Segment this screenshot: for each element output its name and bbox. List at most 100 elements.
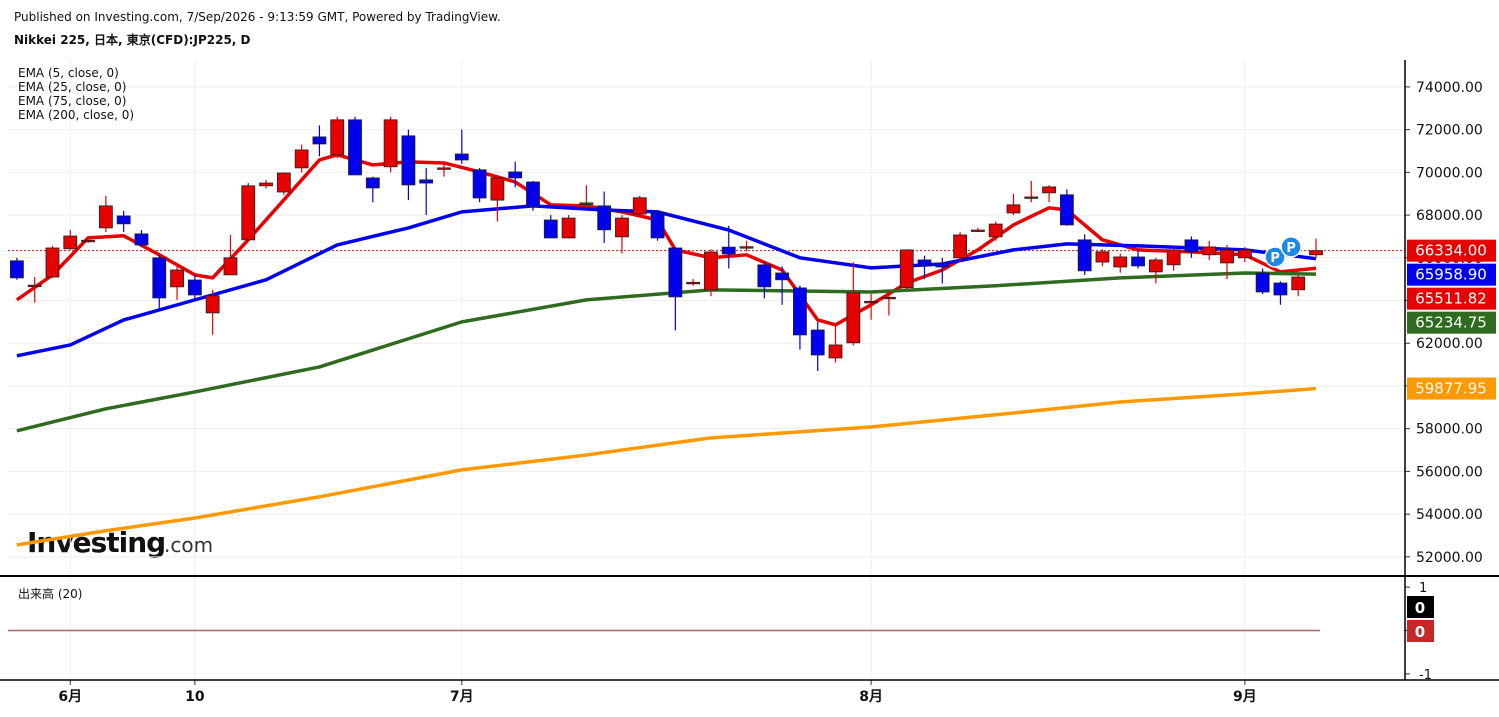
candle-body [917, 259, 932, 267]
candle-body [508, 171, 523, 179]
ema-line [16, 386, 1317, 547]
candle-body [134, 233, 149, 246]
price-label-box [1407, 287, 1496, 310]
candle-body [846, 292, 861, 344]
candle-body [1113, 256, 1128, 268]
price-label: 65958.90 [1415, 266, 1487, 284]
candle-body [348, 119, 362, 176]
symbol-title: Nikkei 225, 日本, 東京(CFD):JP225, D [14, 32, 251, 47]
y-tick-label: 54000.00 [1416, 507, 1483, 523]
price-label-box [1407, 311, 1496, 334]
candle-body [27, 284, 42, 288]
x-tick-label: 10 [185, 689, 205, 705]
candle-body [615, 217, 629, 238]
candle-body [935, 262, 950, 268]
legend-entry: EMA (25, close, 0) [18, 80, 126, 94]
candle-body [597, 205, 612, 231]
legend-entry: EMA (5, close, 0) [18, 66, 119, 80]
candle-body [454, 153, 469, 161]
candle-body [632, 197, 647, 215]
candle-body [81, 239, 95, 243]
candle-body [668, 247, 683, 298]
price-label-box [1407, 239, 1496, 262]
candle-body [1077, 239, 1092, 272]
candle-body [721, 246, 736, 255]
candle-body [223, 257, 238, 276]
candle-body [401, 135, 416, 186]
candle-body [63, 235, 78, 250]
candle-body [45, 247, 60, 278]
y-tick-label: 52000.00 [1416, 550, 1483, 566]
price-label-box [1407, 263, 1496, 286]
volume-label: 0 [1415, 599, 1425, 617]
annotation-label: P [1286, 241, 1296, 256]
candle-body [543, 219, 558, 239]
candle-body [1220, 249, 1234, 264]
candle-body [1237, 249, 1252, 259]
y-tick-label: 68000.00 [1416, 208, 1483, 224]
candle-body [383, 119, 398, 168]
y-tick-label: 58000.00 [1416, 422, 1483, 438]
candle-body [490, 177, 505, 201]
candle-body [775, 272, 790, 281]
candle-body [1202, 246, 1217, 256]
candle-body [793, 287, 807, 336]
candle-body [1059, 194, 1074, 226]
candle-body [561, 217, 576, 239]
y-tick-label: 74000.00 [1416, 80, 1483, 96]
candle-body [1006, 204, 1021, 214]
x-tick-label: 6月 [58, 689, 82, 705]
candle-body [152, 257, 167, 299]
candle-body [259, 182, 273, 187]
y-tick-label: 62000.00 [1416, 336, 1483, 352]
candle-body [864, 300, 879, 304]
candle-body [650, 212, 665, 239]
candle-body [312, 136, 327, 145]
volume-label: 0 [1415, 623, 1425, 641]
candle-body [116, 215, 131, 225]
candle-body [187, 279, 202, 296]
candle-body [757, 264, 772, 288]
candle-body [1042, 186, 1056, 194]
publish-note: Published on Investing.com, 7/Sep/2026 -… [14, 10, 501, 24]
candle-body [437, 167, 451, 170]
y-tick-label: 70000.00 [1416, 165, 1483, 181]
x-tick-label: 7月 [450, 689, 474, 705]
legend-entry: EMA (200, close, 0) [18, 108, 134, 122]
candle-body [970, 229, 985, 232]
candle-body [882, 296, 896, 300]
price-label-box [1407, 377, 1496, 400]
candle-body [1024, 196, 1039, 199]
candle-body [1184, 239, 1199, 253]
pane-title: 出来高 (20) [18, 586, 82, 601]
candle-body [953, 234, 967, 259]
candle-body [294, 149, 309, 169]
candle-body [419, 179, 434, 184]
candle-body [170, 269, 184, 288]
price-label: 66334.00 [1415, 242, 1487, 260]
candle-body [686, 281, 701, 285]
candle-body [1309, 250, 1323, 256]
logo-suffix: .com [164, 533, 213, 557]
price-label: 59877.95 [1415, 380, 1487, 398]
candle-body [810, 329, 825, 356]
candle-body [1131, 256, 1145, 267]
candle-body [365, 177, 380, 189]
candle-body [579, 202, 594, 205]
candle-body [9, 260, 24, 279]
candle-body [899, 249, 914, 289]
candle-body [988, 223, 1003, 238]
candle-body [1148, 259, 1163, 273]
annotation-marker [1280, 236, 1302, 258]
candle-body [1255, 272, 1270, 293]
legend-entry: EMA (75, close, 0) [18, 94, 126, 108]
candle-body [472, 169, 487, 199]
candle-body [330, 119, 345, 156]
y-tick-label: 56000.00 [1416, 464, 1483, 480]
y-tick-label: 72000.00 [1416, 123, 1483, 139]
candle-body [1095, 251, 1110, 263]
x-tick-label: 8月 [859, 689, 883, 705]
candle-body [1291, 276, 1306, 291]
